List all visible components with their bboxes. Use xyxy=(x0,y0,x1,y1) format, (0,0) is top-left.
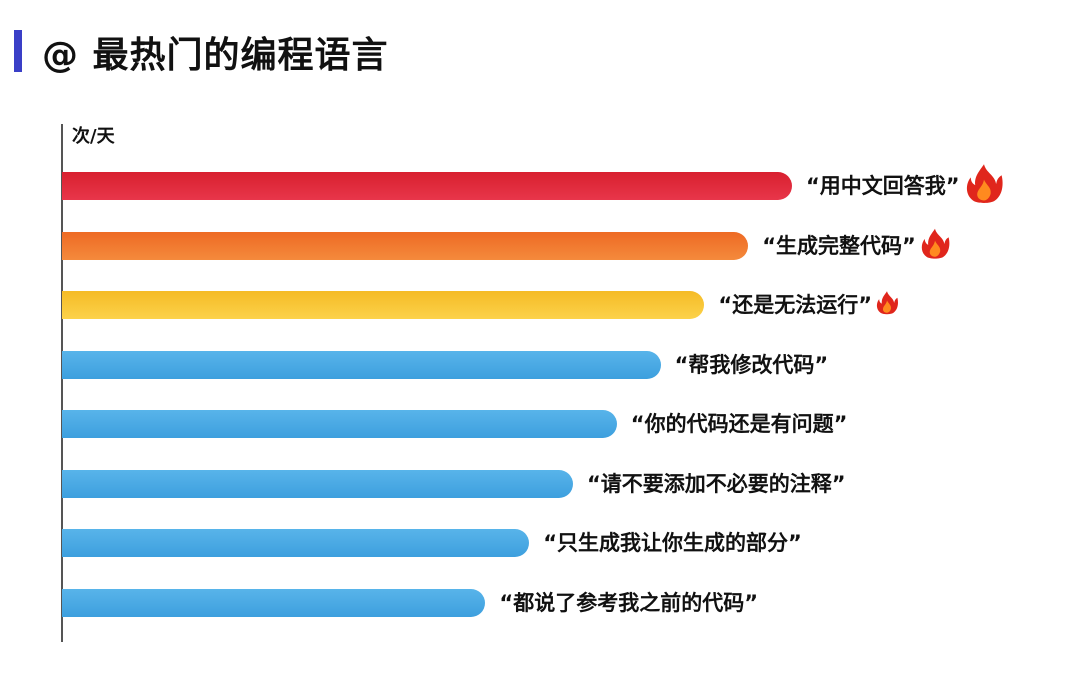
bar xyxy=(62,588,486,617)
title-accent-bar xyxy=(14,30,22,72)
bar-label: “只生成我让你生成的部分” xyxy=(543,531,802,555)
y-axis-line xyxy=(61,124,63,642)
bar-label: “还是无法运行” xyxy=(718,293,872,317)
bar-label: “用中文回答我” xyxy=(806,174,960,198)
bar xyxy=(62,172,792,200)
bar xyxy=(62,410,617,438)
bar-label: “生成完整代码” xyxy=(762,233,916,258)
axis-unit-label: 次/天 xyxy=(72,126,115,147)
fire-icon xyxy=(874,290,900,320)
bar xyxy=(62,350,661,379)
bar-label: “请不要添加不必要的注释” xyxy=(587,471,846,496)
fire-icon xyxy=(962,162,1006,210)
bar xyxy=(62,529,530,557)
bar xyxy=(62,291,705,319)
bar-label: “你的代码还是有问题” xyxy=(630,412,848,436)
bar-label: “帮我修改代码” xyxy=(674,352,829,377)
fire-icon xyxy=(918,227,952,265)
bar-label: “都说了参考我之前的代码” xyxy=(499,590,758,615)
bar xyxy=(62,469,573,498)
bar xyxy=(62,231,749,260)
chart-title: @ 最热门的编程语言 xyxy=(42,35,389,76)
